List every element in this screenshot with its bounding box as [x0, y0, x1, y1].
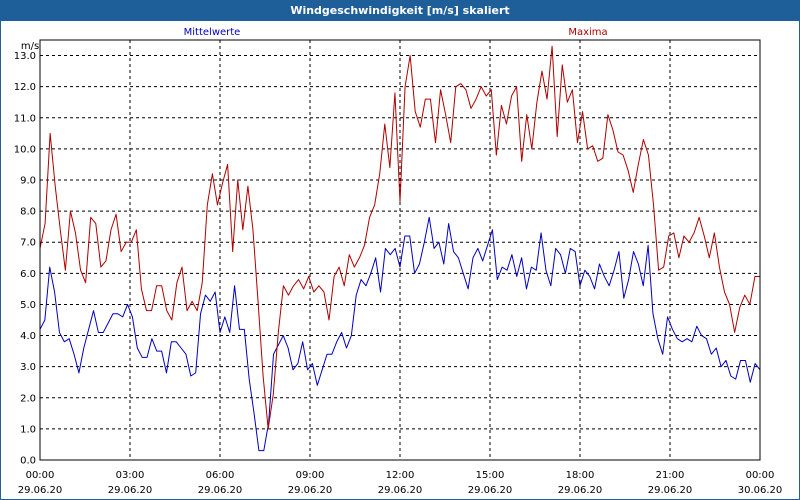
x-tick-date: 29.06.20: [198, 485, 243, 496]
x-tick-time: 15:00: [476, 470, 505, 481]
x-tick-date: 29.06.20: [18, 485, 63, 496]
x-tick-time: 21:00: [656, 470, 685, 481]
x-tick-date: 29.06.20: [648, 485, 693, 496]
y-tick-label: 8.0: [20, 207, 36, 218]
series-line-mittelwerte: [39, 216, 761, 452]
y-tick-label: 11.0: [14, 113, 36, 124]
y-tick-label: 4.0: [20, 331, 36, 342]
plot-area-border: [39, 39, 761, 461]
series-line-maxima: [39, 45, 760, 430]
y-tick-label: 0.0: [20, 456, 36, 467]
x-tick-time: 00:00: [746, 470, 775, 481]
y-tick-label: 7.0: [20, 238, 36, 249]
x-tick-date: 29.06.20: [288, 485, 333, 496]
y-tick-label: 3.0: [20, 362, 36, 373]
y-tick-label: 6.0: [20, 269, 36, 280]
x-tick-date: 29.06.20: [108, 485, 153, 496]
x-tick-time: 00:00: [26, 470, 55, 481]
y-axis-unit-label: m/s: [21, 41, 39, 52]
x-tick-time: 18:00: [566, 470, 595, 481]
x-tick-time: 03:00: [116, 470, 145, 481]
x-tick-date: 29.06.20: [378, 485, 423, 496]
x-tick-time: 12:00: [386, 470, 415, 481]
y-tick-label: 13.0: [14, 51, 36, 62]
y-tick-label: 5.0: [20, 300, 36, 311]
chart-title: Windgeschwindigkeit [m/s] skaliert: [1, 1, 799, 21]
x-tick-date: 29.06.20: [558, 485, 603, 496]
x-tick-time: 09:00: [296, 470, 325, 481]
y-tick-label: 9.0: [20, 176, 36, 187]
legend-maxima: Maxima: [568, 27, 607, 38]
x-tick-date: 30.06.20: [738, 485, 783, 496]
x-tick-date: 29.06.20: [468, 485, 513, 496]
y-tick-label: 12.0: [14, 82, 36, 93]
legend-mittelwerte: Mittelwerte: [184, 27, 241, 38]
y-tick-label: 2.0: [20, 393, 36, 404]
y-tick-label: 10.0: [14, 144, 36, 155]
x-tick-time: 06:00: [206, 470, 235, 481]
y-tick-label: 1.0: [20, 424, 36, 435]
